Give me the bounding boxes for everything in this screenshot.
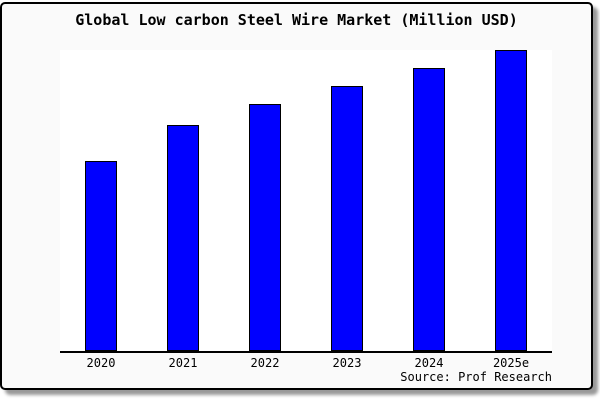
chart-card: Global Low carbon Steel Wire Market (Mil… (0, 2, 593, 390)
x-tick-label-2023: 2023 (332, 356, 362, 370)
source-note: Source: Prof Research (400, 370, 552, 384)
bar-slot-2025e (470, 50, 552, 351)
plot-area (60, 50, 552, 353)
x-tick-label-2021: 2021 (168, 356, 198, 370)
bar-slot-2023 (306, 50, 388, 351)
bar-2023 (331, 86, 363, 351)
bar-2021 (167, 125, 199, 351)
bar-2024 (413, 68, 445, 351)
bar-slot-2021 (142, 50, 224, 351)
bar-slot-2024 (388, 50, 470, 351)
x-tick-label-2020: 2020 (86, 356, 116, 370)
bar-2020 (85, 161, 117, 351)
chart-title: Global Low carbon Steel Wire Market (Mil… (75, 11, 518, 29)
bars-container (60, 50, 552, 351)
x-tick-label-2022: 2022 (250, 356, 280, 370)
bar-slot-2022 (224, 50, 306, 351)
x-tick-label-2025e: 2025e (492, 356, 530, 370)
bar-slot-2020 (60, 50, 142, 351)
bar-2022 (249, 104, 281, 351)
x-axis-labels: 2020 2021 2022 2023 2024 2025e (60, 356, 552, 370)
x-tick-label-2024: 2024 (414, 356, 444, 370)
bar-2025e (495, 50, 527, 351)
